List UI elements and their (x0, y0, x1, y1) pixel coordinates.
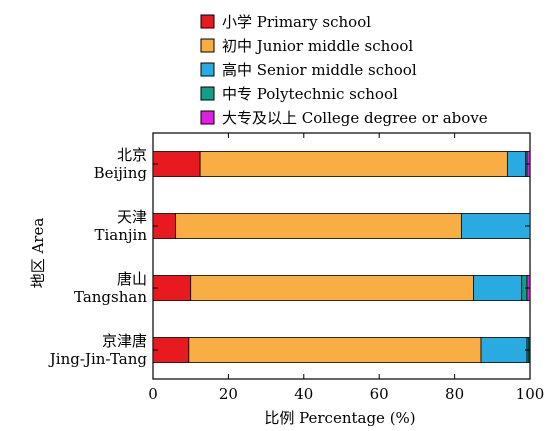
bar-segment (190, 275, 474, 301)
y-tick-label-cn: 唐山 (117, 270, 147, 288)
y-tick-label-en: Tianjin (94, 226, 147, 244)
x-tick-label: 40 (294, 385, 313, 403)
legend: 小学 Primary school 初中 Junior middle school… (200, 13, 488, 127)
bar-segment (152, 151, 201, 177)
x-tick-label: 60 (370, 385, 389, 403)
y-tick-label-en: Tangshan (74, 288, 147, 306)
legend-swatch (200, 86, 215, 101)
plot-frame (152, 132, 531, 380)
legend-label: 小学 Primary school (222, 13, 371, 31)
y-tick-label-en: Beijing (94, 164, 148, 182)
bar-segment (199, 151, 508, 177)
bar-segment (152, 275, 192, 301)
legend-label: 大专及以上 College degree or above (222, 109, 488, 127)
x-tick-label: 20 (219, 385, 238, 403)
legend-label: 初中 Junior middle school (222, 37, 413, 55)
bar-segment (460, 213, 531, 239)
legend-swatch (200, 38, 215, 53)
bar-segment (152, 337, 190, 363)
y-tick-label-en: Jing-Jin-Tang (48, 350, 148, 368)
bar-segment (506, 151, 526, 177)
bar-segment (480, 337, 528, 363)
legend-swatch (200, 14, 215, 29)
legend-swatch (200, 110, 215, 125)
y-tick-label-cn: 天津 (117, 208, 147, 226)
x-axis-label: 比例 Percentage (%) (264, 409, 415, 427)
x-tick-label: 80 (445, 385, 464, 403)
legend-label: 中专 Polytechnic school (222, 85, 398, 103)
y-tick-label-cn: 京津唐 (102, 332, 147, 350)
legend-label: 高中 Senior middle school (222, 61, 417, 79)
x-tick-label: 0 (148, 385, 158, 403)
y-tick-label-cn: 北京 (117, 146, 147, 164)
plot-area (152, 132, 531, 380)
bar-segment (175, 213, 462, 239)
legend-swatch (200, 62, 215, 77)
x-tick-labels: 0 20 40 60 80 100 (148, 385, 544, 403)
y-axis-label: 地区 Area (29, 218, 47, 289)
bar-segment (188, 337, 482, 363)
x-tick-label: 100 (516, 385, 545, 403)
bar-segment (473, 275, 523, 301)
